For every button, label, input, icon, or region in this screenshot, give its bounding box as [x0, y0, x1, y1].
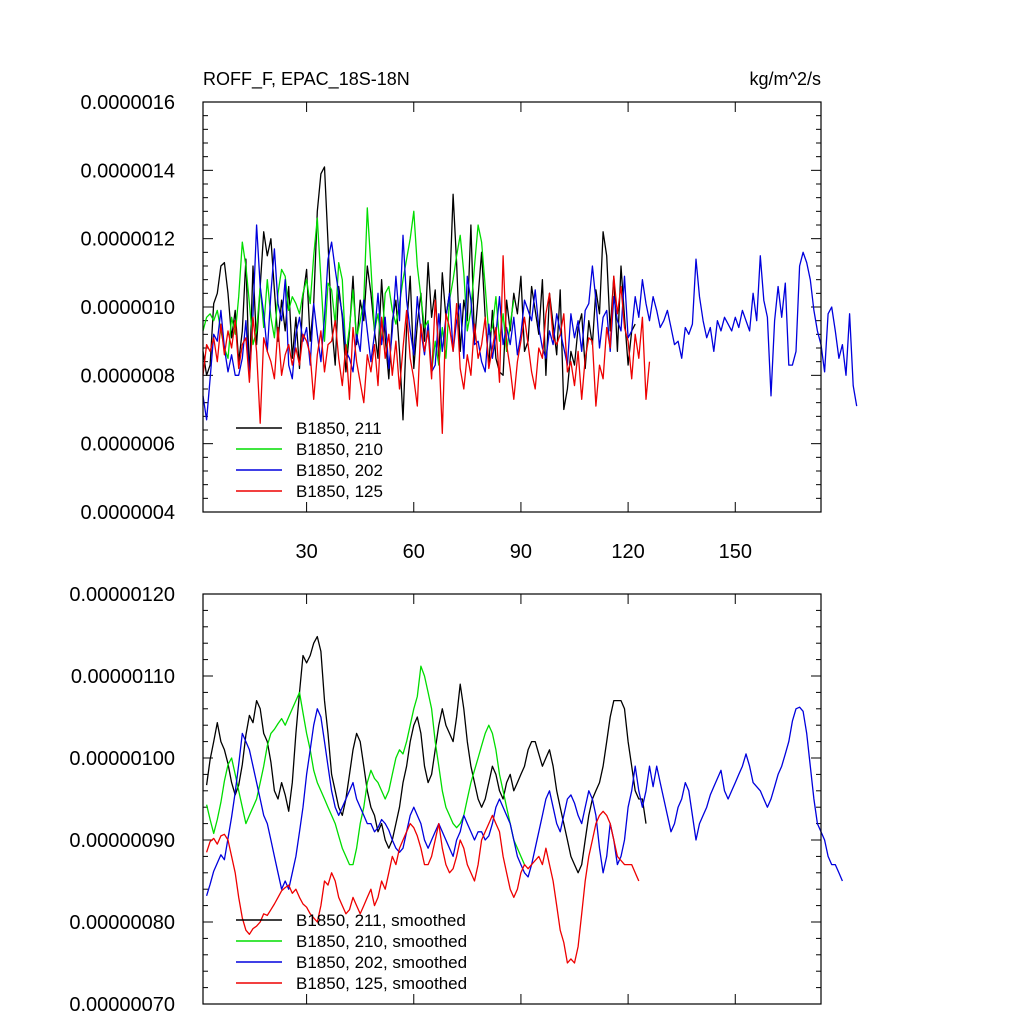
- top-y-tick-label: 0.0000016: [80, 92, 175, 114]
- top-x-tick-label: 60: [403, 541, 425, 563]
- bottom-panel: 0.00000070 0.00000080 0.00000090 0.00000100…: [69, 584, 843, 1016]
- bottom-legend-label: B1850, 202, smoothed: [296, 953, 467, 972]
- top-y-tick-label: 0.0000010: [80, 297, 175, 319]
- top-legend-label: B1850, 210: [296, 440, 383, 459]
- chart-units: kg/m^2/s: [750, 69, 821, 89]
- top-legend: B1850, 211 B1850, 210 B1850, 202 B1850, 125: [236, 419, 383, 501]
- bottom-ticks: [203, 593, 821, 1005]
- top-y-tick-label: 0.0000006: [80, 434, 175, 456]
- bottom-series-1-line: [205, 665, 526, 866]
- top-plot-frame: [202, 101, 822, 513]
- bottom-y-tick-label: 0.00000080: [69, 912, 175, 934]
- top-series-lines: [202, 166, 858, 435]
- top-y-tick-label: 0.0000008: [80, 365, 175, 387]
- bottom-series-lines: [205, 635, 843, 964]
- top-series-3-line: [202, 255, 651, 435]
- top-y-tick-label: 0.0000004: [80, 502, 175, 524]
- top-legend-label: B1850, 211: [296, 419, 382, 438]
- top-y-tick-labels: 0.0000004 0.0000006 0.0000008 0.0000010 0.00…: [80, 92, 175, 524]
- top-x-tick-label: 30: [295, 541, 317, 563]
- top-panel: ROFF_F, EPAC_18S-18N kg/m^2/s 0.00000040…: [80, 69, 858, 563]
- top-y-tick-label: 0.0000012: [80, 229, 175, 251]
- top-series-0-line: [202, 166, 636, 421]
- top-legend-label: B1850, 202: [296, 461, 383, 480]
- top-series-2-line: [202, 224, 858, 421]
- bottom-y-tick-label: 0.00000100: [69, 748, 175, 770]
- bottom-plot-frame: [202, 593, 822, 1005]
- bottom-legend-label: B1850, 211, smoothed: [296, 911, 466, 930]
- bottom-y-tick-labels: 0.00000070 0.00000080 0.00000090 0.00000100…: [69, 584, 175, 1016]
- bottom-y-tick-label: 0.00000110: [71, 666, 175, 688]
- top-x-tick-label: 150: [719, 541, 752, 563]
- bottom-y-tick-label: 0.00000120: [69, 584, 175, 606]
- bottom-legend-label: B1850, 125, smoothed: [296, 974, 467, 993]
- bottom-series-3-line: [205, 810, 640, 964]
- bottom-legend: B1850, 211, smoothed B1850, 210, smoothed…: [236, 911, 467, 993]
- bottom-series-2-line: [205, 706, 843, 896]
- top-legend-label: B1850, 125: [296, 482, 383, 501]
- bottom-y-tick-label: 0.00000090: [69, 830, 175, 852]
- top-x-tick-label: 120: [611, 541, 644, 563]
- top-y-tick-label: 0.0000014: [80, 160, 175, 182]
- bottom-series-0-line: [205, 635, 647, 874]
- top-x-tick-labels: 30 60 90 120 150: [295, 541, 751, 563]
- bottom-y-tick-label: 0.00000070: [69, 994, 175, 1016]
- top-x-tick-label: 90: [510, 541, 532, 563]
- chart-title: ROFF_F, EPAC_18S-18N: [203, 69, 410, 90]
- bottom-legend-label: B1850, 210, smoothed: [296, 932, 467, 951]
